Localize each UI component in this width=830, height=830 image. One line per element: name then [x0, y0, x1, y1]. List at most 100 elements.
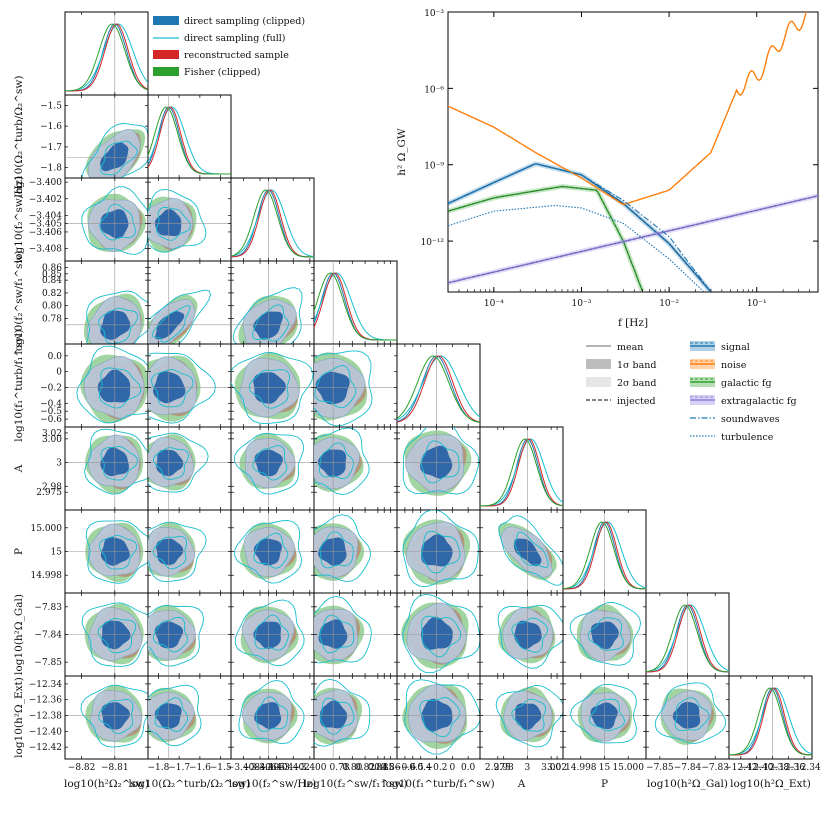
direct-full-2sigma: [402, 593, 480, 674]
direct-clipped-1sigma: [421, 698, 453, 732]
direct-clipped-2sigma-edge: [148, 436, 194, 487]
corner-cell-0-6: [64, 509, 149, 594]
x-tick-label: −3.404: [260, 763, 294, 773]
legend-label-0: direct sampling (clipped): [184, 16, 305, 27]
x-tick-label: −1.8: [147, 763, 169, 773]
spectrum-y-label: h² Ω_GW: [396, 128, 408, 176]
y-tick-label: 0.78: [42, 314, 62, 324]
direct-full-2sigma: [84, 428, 148, 495]
cell-content: [231, 676, 314, 759]
x-tick-label: −3.408: [227, 763, 261, 773]
corner-cell-3-6: [313, 509, 398, 594]
x-tick-label: −0.4: [410, 763, 432, 773]
corner-cell-1-1: [147, 94, 232, 179]
cell-content: [148, 261, 231, 344]
corner-cell-0-3: [64, 260, 149, 345]
direct-full-2sigma: [148, 684, 202, 747]
x-tick-label: −1.6: [189, 763, 211, 773]
direct-full-2sigma: [76, 345, 148, 424]
x-tick-label: 0.86: [381, 763, 401, 773]
cell-content: [397, 427, 480, 510]
corner-cell-2-5: [230, 426, 315, 511]
direct-full-2sigma: [314, 350, 373, 427]
cell-ticks: [563, 593, 646, 676]
direct-full-2sigma: [81, 123, 148, 178]
y-tick-label: 10⁻³: [424, 9, 444, 19]
cell-content: [646, 676, 729, 759]
corner-cell-0-8: [64, 675, 149, 760]
cell-frame: [479, 426, 564, 511]
direct-clipped-1sigma: [515, 703, 542, 730]
x-tick-label: −12.34: [787, 763, 821, 773]
corner-cell-2-8: [230, 675, 315, 760]
x-tick-label: −3.405: [252, 763, 286, 773]
y-tick-label: −7.83: [34, 603, 62, 613]
cell-content: [65, 427, 148, 510]
x-tick-label: 10⁻⁴: [484, 299, 504, 309]
cell-content: [563, 676, 646, 759]
y-tick-label: 3: [56, 459, 62, 469]
cell-content: [480, 676, 563, 759]
legend-style-label-1: 1σ band: [617, 360, 657, 371]
direct-clipped-2sigma-edge: [314, 357, 366, 419]
x-tick-label: 15: [599, 763, 611, 773]
corner-cell-8-8: [728, 675, 813, 760]
legend-label-3: Fisher (clipped): [184, 67, 260, 78]
cell-content: [65, 510, 148, 593]
y-tick-label: −3.404: [29, 211, 63, 221]
direct-full-2sigma: [234, 599, 305, 667]
direct-full-2sigma: [314, 427, 370, 496]
cell-content: [480, 593, 563, 676]
cell-ticks: [397, 676, 480, 759]
x-tick-label: −7.83: [701, 763, 729, 773]
spectrum-ticks: 10⁻⁴ 10⁻³ 10⁻² 10⁻¹ 10⁻¹² 10⁻⁹ 10⁻⁶ 10⁻³: [421, 9, 819, 309]
cell-frame: [313, 260, 398, 345]
y-tick-label: −1.7: [40, 143, 62, 153]
legend-comp-label-0: signal: [721, 342, 750, 353]
direct-full-2sigma: [148, 605, 205, 667]
hist-fisher: [397, 355, 480, 423]
cell-content: [314, 261, 397, 344]
corner-cell-1-4: [147, 343, 232, 428]
cell-content: [314, 344, 397, 427]
direct-clipped-1sigma: [101, 702, 130, 730]
x-axis-label-log_omega_ratio: log10(Ω₂^turb/Ω₂^sw): [128, 778, 250, 790]
cell-content: [65, 593, 148, 676]
corner-cell-2-6: [230, 509, 315, 594]
cell-content: [148, 178, 231, 261]
hist-reconstructed: [480, 438, 563, 507]
corner-cell-4-4: [396, 343, 481, 428]
corner-cell-1-2: [147, 177, 232, 262]
x-tick-label: 0: [449, 763, 455, 773]
corner-cell-2-3: [230, 260, 315, 345]
spectrum-legend: mean 1σ band 2σ band injected signal noise gal…: [586, 341, 797, 443]
corner-cell-7-8: [645, 675, 730, 760]
spectrum-x-label: f [Hz]: [618, 317, 648, 329]
x-tick-label: 2.98: [494, 763, 514, 773]
x-tick-label: −8.81: [101, 763, 129, 773]
x-tick-label: −1.5: [210, 763, 232, 773]
x-tick-label: 0.84: [368, 763, 388, 773]
x-tick-label: −3.400: [293, 763, 327, 773]
direct-clipped-1sigma: [101, 620, 131, 650]
corner-axis-labels: −8.82 −8.81log10(h²Ω₂^sw)−1.8−1.7−1.6−1.5…: [13, 75, 821, 790]
direct-clipped-2sigma-edge: [314, 526, 359, 579]
direct-clipped-1sigma: [100, 142, 129, 172]
cell-content: [397, 510, 480, 593]
direct-clipped-1sigma: [420, 445, 453, 479]
direct-clipped-2sigma-edge: [314, 689, 359, 742]
corner-cell-6-8: [562, 675, 647, 760]
cell-content: [480, 510, 563, 593]
y-axis-label-P: P: [13, 548, 25, 555]
y-tick-label: 2.98: [42, 482, 62, 492]
hist-direct-full: [65, 23, 148, 92]
direct-full-2sigma: [234, 432, 305, 495]
direct-clipped-2sigma-edge: [242, 299, 297, 344]
corner-cell-0-5: [64, 426, 149, 511]
cell-ticks: [65, 676, 148, 759]
series-line-2: [448, 185, 643, 292]
y-tick-label: 3.00: [42, 435, 62, 445]
legend-swatch-3: [153, 67, 179, 76]
corner-cell-1-7: [147, 592, 232, 677]
cell-frame: [64, 11, 149, 96]
